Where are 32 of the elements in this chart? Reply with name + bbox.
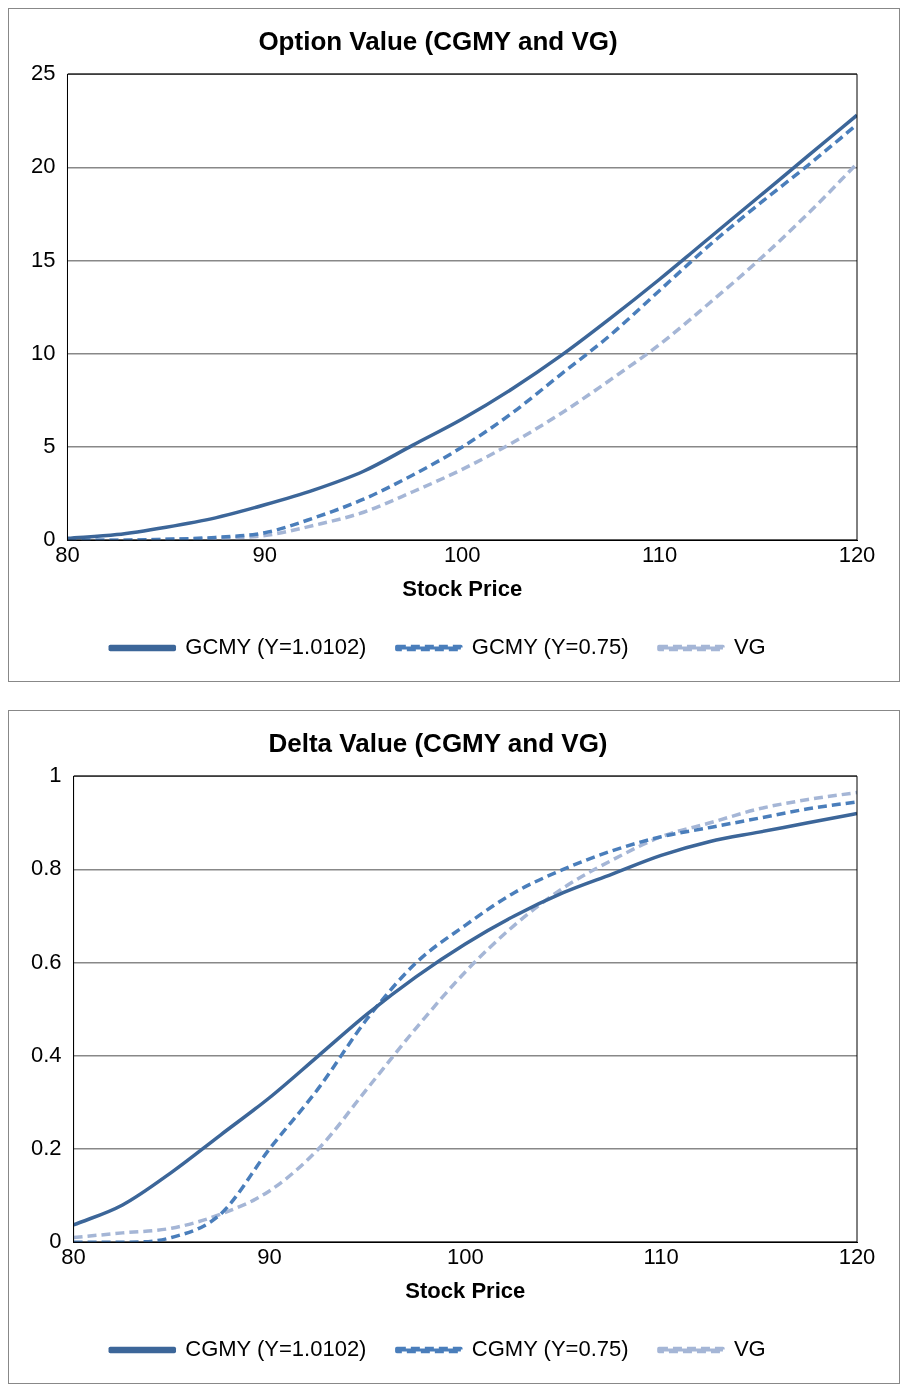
- y-tick-label: 0.2: [30, 1135, 62, 1161]
- y-tick-label: 20: [30, 153, 56, 179]
- y-tick-label: 0: [43, 526, 56, 552]
- x-tick-label: 100: [446, 1244, 484, 1270]
- y-tick-label: 0.8: [30, 855, 62, 881]
- chart-title: Option Value (CGMY and VG): [258, 25, 618, 56]
- x-tick-label: 100: [443, 542, 481, 568]
- x-tick-label: 110: [643, 1244, 679, 1270]
- x-tick-label: 80: [61, 1244, 86, 1270]
- x-axis-title: Stock Price: [402, 575, 523, 601]
- x-tick-label: 90: [257, 1244, 282, 1270]
- y-tick-label: 25: [30, 60, 56, 86]
- x-tick-label: 120: [838, 1244, 876, 1270]
- x-tick-label: 120: [838, 542, 876, 568]
- chart-title: Delta Value (CGMY and VG): [268, 727, 608, 758]
- y-tick-label: 5: [43, 433, 56, 459]
- legend-label: CGMY (Y=0.75): [471, 1336, 629, 1362]
- legend-label: CGMY (Y=1.0102): [185, 1336, 367, 1362]
- legend-label: VG: [733, 1336, 766, 1362]
- y-tick-label: 0: [49, 1228, 62, 1254]
- y-tick-label: 0.6: [30, 948, 62, 974]
- x-tick-label: 90: [252, 542, 278, 568]
- x-axis-title: Stock Price: [405, 1277, 526, 1303]
- x-tick-label: 80: [55, 542, 80, 568]
- legend-label: GCMY (Y=0.75): [471, 634, 629, 660]
- legend-label: GCMY (Y=1.0102): [185, 634, 367, 660]
- y-tick-label: 15: [30, 246, 56, 272]
- y-tick-label: 10: [30, 339, 56, 365]
- legend-label: VG: [733, 634, 766, 660]
- y-tick-label: 1: [49, 762, 62, 788]
- y-tick-label: 0.4: [30, 1041, 62, 1067]
- x-tick-label: 110: [642, 542, 678, 568]
